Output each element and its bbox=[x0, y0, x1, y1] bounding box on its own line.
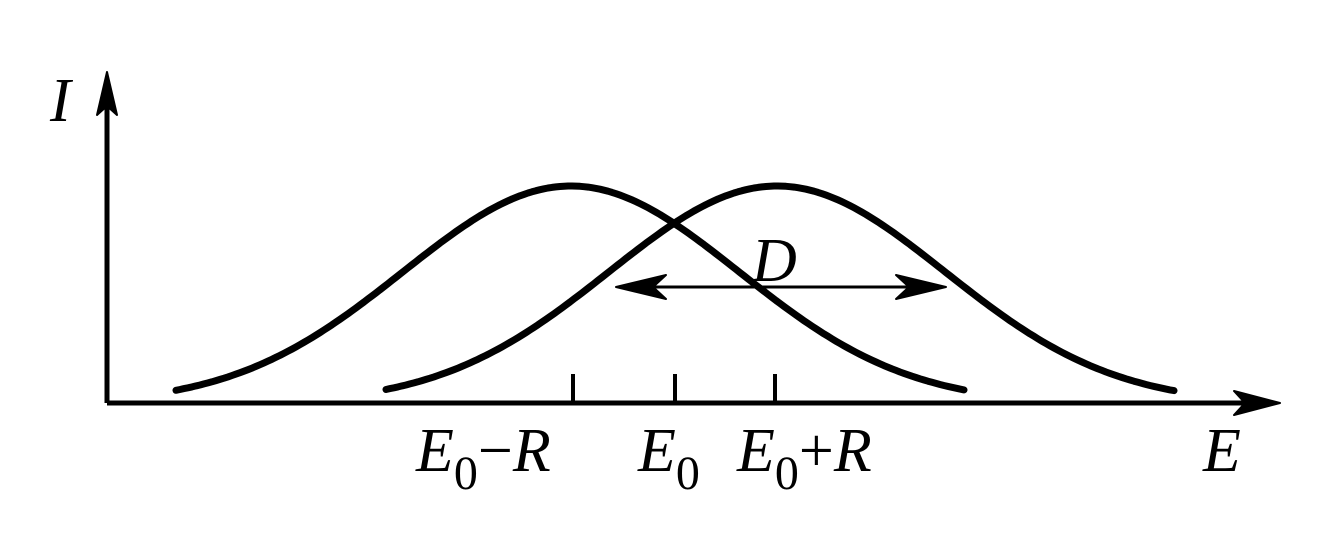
x-axis-label: E bbox=[1202, 417, 1241, 485]
tick-label-operator: − bbox=[478, 417, 513, 485]
tick-label-subscript: 0 bbox=[775, 447, 799, 500]
tick-label-e0-plus-r: E0+R bbox=[736, 417, 872, 500]
y-axis-label: I bbox=[49, 67, 74, 135]
tick-label-e0-minus-r: E0−R bbox=[415, 417, 551, 500]
x-axis-arrow bbox=[1233, 390, 1281, 416]
peak-curve-right bbox=[382, 182, 1178, 395]
width-label: D bbox=[751, 227, 797, 295]
width-arrow-left bbox=[615, 274, 667, 300]
y-axis-arrow bbox=[96, 71, 118, 116]
tick-label-main: E bbox=[415, 417, 454, 485]
tick-label-subscript: 0 bbox=[454, 447, 478, 500]
tick-label-main: E bbox=[637, 417, 676, 485]
width-arrow-right bbox=[895, 274, 947, 300]
peak-curve-left bbox=[172, 182, 968, 394]
tick-label-main: E bbox=[736, 417, 775, 485]
tick-label-suffix: R bbox=[833, 417, 872, 485]
tick-label-subscript: 0 bbox=[676, 447, 700, 500]
tick-label-operator: + bbox=[799, 417, 834, 485]
tick-label-suffix: R bbox=[512, 417, 551, 485]
tick-label-e0: E0 bbox=[637, 417, 700, 500]
